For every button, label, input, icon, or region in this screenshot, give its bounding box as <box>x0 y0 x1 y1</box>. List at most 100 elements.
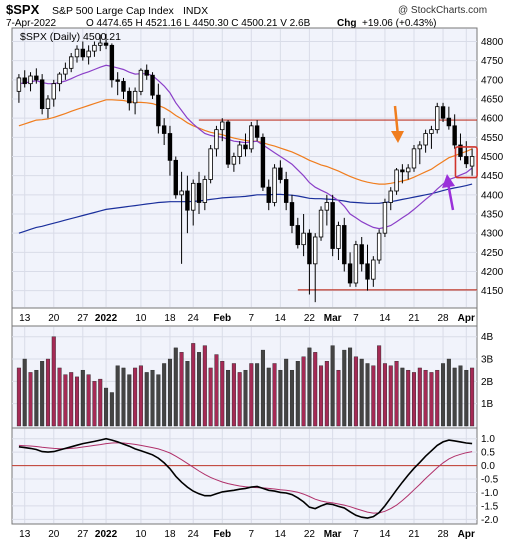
candle-down <box>283 179 289 203</box>
price-tick-label: 4500 <box>481 152 504 163</box>
candle-down <box>446 117 452 127</box>
candle-down <box>359 244 364 265</box>
price-y-ticks: 4150 4200 4250 4300 4350 4400 4450 4500 4550 4600… <box>481 37 504 297</box>
volume-bar <box>57 367 62 427</box>
candle-down <box>342 225 347 265</box>
volume-bar <box>144 372 149 427</box>
candle-down <box>330 202 335 249</box>
candle-up <box>98 42 103 46</box>
purple-arrow-shaft <box>446 182 455 211</box>
candle-up <box>318 209 324 238</box>
volume-bar <box>284 358 289 427</box>
candle-up <box>28 75 33 85</box>
volume-bar <box>289 369 294 427</box>
candle-up <box>208 148 213 180</box>
ema200-line <box>18 183 473 234</box>
candle-down <box>254 125 260 138</box>
candle-up <box>132 90 138 104</box>
oscillator-signal-line <box>18 442 473 514</box>
volume-bar <box>249 363 254 427</box>
change-value: +19.06 (+0.43%) <box>362 18 437 29</box>
volume-bar <box>109 392 114 427</box>
price-tick-label: 4350 <box>481 210 504 221</box>
candle-up <box>86 50 91 58</box>
candle-down <box>452 125 457 146</box>
volume-bar <box>22 358 27 427</box>
date-tick-label: 7 <box>353 529 359 540</box>
volume-bar <box>301 356 306 427</box>
ohlc-values: O 4474.65 H 4521.16 L 4450.30 C 4500.21 … <box>86 18 311 29</box>
volume-bar <box>359 358 364 427</box>
candle-down <box>150 74 155 96</box>
candle-up <box>51 83 56 100</box>
volume-y-ticks: 1B 2B 3B 4B <box>481 332 494 410</box>
volume-bar <box>423 369 428 427</box>
volume-bar <box>330 345 335 427</box>
date-tick-label: 20 <box>48 529 60 540</box>
volume-bars <box>16 336 475 427</box>
date-tick-label: 28 <box>437 313 449 324</box>
price-panel <box>11 27 478 309</box>
price-grid <box>12 29 477 307</box>
date-tick-label: Apr <box>458 313 475 324</box>
price-tick-label: 4450 <box>481 171 504 182</box>
volume-bar <box>156 374 161 427</box>
volume-bar <box>98 378 103 427</box>
volume-bar <box>138 365 143 427</box>
candle-up <box>231 156 237 165</box>
volume-bar <box>173 347 178 427</box>
date-tick-label: 22 <box>304 529 316 540</box>
price-tick-label: 4550 <box>481 133 504 144</box>
candle-up <box>313 236 318 265</box>
candle-down <box>243 144 248 150</box>
volume-bar <box>388 365 393 427</box>
candle-up <box>272 167 277 203</box>
candle-down <box>185 190 190 211</box>
volume-bar <box>63 374 68 427</box>
candle-up <box>237 144 242 157</box>
volume-bar <box>220 361 225 427</box>
volume-bar <box>435 369 440 427</box>
date-tick-label: 7 <box>249 529 255 540</box>
change-label: Chg <box>337 18 356 29</box>
date-tick-label: Mar <box>324 529 342 540</box>
volume-bar <box>202 345 207 427</box>
oscillator-grid <box>12 429 477 523</box>
volume-bar <box>411 372 416 427</box>
annotations <box>391 105 478 211</box>
candle-down <box>260 136 266 188</box>
volume-bar <box>150 369 155 427</box>
volume-bar <box>75 376 80 427</box>
candle-down <box>156 94 161 127</box>
volume-tick-label: 2B <box>481 377 494 388</box>
candle-up <box>469 156 475 167</box>
candle-up <box>371 259 376 280</box>
oscillator-main-line <box>18 437 473 519</box>
price-tick-label: 4700 <box>481 75 504 86</box>
volume-bar <box>377 345 382 427</box>
candle-down <box>109 44 115 81</box>
volume-bar <box>16 367 21 427</box>
candle-up <box>411 148 417 169</box>
price-tick-label: 4750 <box>481 56 504 67</box>
date-tick-label: 24 <box>188 529 200 540</box>
candle-up <box>68 56 74 69</box>
volume-bar <box>214 354 219 427</box>
candle-down <box>365 263 370 280</box>
candle-up <box>202 179 208 203</box>
candle-up <box>324 202 330 211</box>
volume-bar <box>278 369 283 427</box>
volume-bar <box>417 367 422 427</box>
date-tick-label: 28 <box>437 529 449 540</box>
candle-up <box>376 232 382 261</box>
date-tick-label: 7 <box>249 313 255 324</box>
candle-up <box>191 182 196 211</box>
volume-bar <box>115 365 120 427</box>
volume-bar <box>104 387 109 427</box>
volume-bar <box>394 361 399 427</box>
oscillator-tick-label: -0.5 <box>481 475 499 486</box>
date-tick-label: 24 <box>188 313 200 324</box>
date-tick-label: 2022 <box>95 313 118 324</box>
volume-bar <box>243 369 248 427</box>
